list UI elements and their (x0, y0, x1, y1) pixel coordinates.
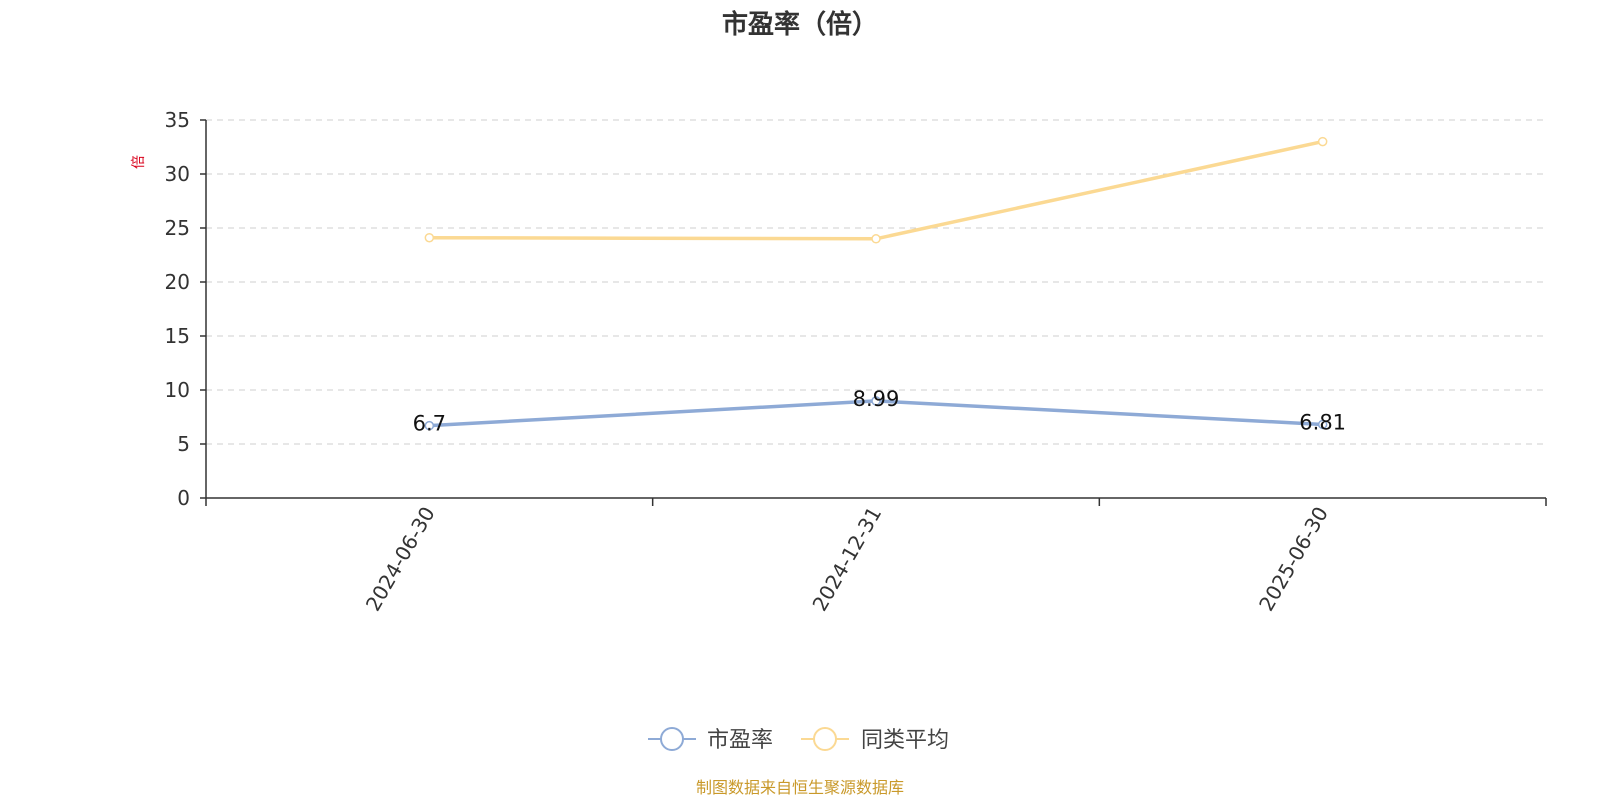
y-tick-label: 25 (165, 216, 190, 240)
series-1-point (1317, 419, 1328, 430)
series-2-point (1317, 136, 1328, 147)
y-tick-label: 30 (165, 162, 190, 186)
source-note: 制图数据来自恒生聚源数据库 (696, 778, 904, 797)
y-tick-label: 10 (165, 378, 190, 402)
chart-title: 市盈率（倍） (722, 9, 878, 40)
y-tick-label: 20 (165, 270, 190, 294)
x-tick-label: 2024-12-31 (807, 503, 886, 616)
legend-label: 市盈率 (707, 728, 773, 753)
y-tick-label: 5 (177, 432, 190, 456)
y-tick-label: 35 (165, 108, 190, 132)
legend-item-2[interactable]: 同类平均 (801, 727, 949, 753)
legend-circle-icon (813, 727, 837, 751)
x-tick-label: 2024-06-30 (361, 503, 440, 616)
series-1-point (424, 420, 435, 431)
y-axis-unit-label: 倍 (131, 155, 147, 169)
series-layer (424, 136, 1328, 431)
legend-item-1[interactable]: 市盈率 (648, 727, 773, 753)
grid-lines (206, 119, 1546, 445)
legend-circle-icon (660, 727, 684, 751)
x-tick-label: 2025-06-30 (1254, 503, 1333, 616)
series-line-2 (427, 139, 1325, 241)
y-tick-label: 0 (177, 486, 190, 510)
y-tick-label: 15 (165, 324, 190, 348)
data-label: 6.81 (1299, 410, 1346, 434)
series-2-point (424, 232, 435, 243)
data-label: 6.7 (413, 412, 446, 436)
legend[interactable]: 市盈率 同类平均 (648, 727, 949, 753)
data-label: 8.99 (853, 387, 900, 411)
axes: 0 5 10 15 20 25 30 35 2024-06-30 2024-12-31 2025-0… (165, 108, 1547, 616)
series-1-point (871, 396, 881, 406)
series-2-point (871, 234, 881, 244)
data-labels: 6.7 8.99 6.81 (413, 387, 1346, 436)
legend-label: 同类平均 (861, 728, 949, 753)
